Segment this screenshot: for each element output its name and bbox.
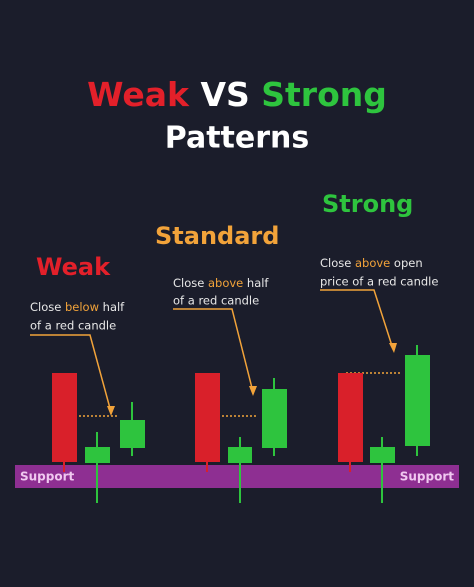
title-vs: VS: [200, 75, 249, 114]
pointer: [173, 308, 254, 393]
title-line2: Patterns: [165, 121, 309, 156]
red-candle: [338, 373, 363, 462]
text: half: [99, 300, 125, 314]
panel-desc: Close above open: [320, 256, 423, 270]
panel-heading: Weak: [36, 253, 111, 281]
text: Close: [173, 276, 208, 290]
arrow-head: [249, 386, 257, 396]
green-candle: [262, 389, 287, 448]
arrow-head: [107, 406, 115, 416]
support-band: [15, 465, 459, 488]
green-candle: [370, 447, 395, 463]
red-candle: [52, 373, 77, 462]
text: Close: [320, 256, 355, 270]
pointer: [30, 334, 112, 413]
panel-desc: Close below half: [30, 300, 125, 314]
panel-heading: Standard: [155, 222, 279, 250]
support-label: Support: [20, 470, 75, 484]
highlight: below: [65, 300, 99, 314]
green-candle: [228, 447, 252, 463]
green-candle: [405, 355, 430, 446]
highlight: above: [355, 256, 390, 270]
green-candle: [120, 420, 145, 448]
highlight: above: [208, 276, 243, 290]
support-label: Support: [400, 470, 455, 484]
panel-desc: of a red candle: [173, 294, 259, 308]
title-weak: Weak: [87, 75, 190, 114]
title: Weak VS Strong: [87, 75, 387, 114]
arrow-head: [389, 343, 397, 353]
panel-desc: Close above half: [173, 276, 269, 290]
pointer: [320, 289, 394, 350]
green-candle: [85, 447, 110, 463]
title-strong: Strong: [261, 75, 387, 114]
red-candle: [195, 373, 220, 462]
text: Close: [30, 300, 65, 314]
text: half: [243, 276, 269, 290]
panel-heading: Strong: [322, 190, 413, 218]
panel-desc: of a red candle: [30, 319, 116, 333]
panel-desc: price of a red candle: [320, 275, 438, 289]
text: open: [390, 256, 422, 270]
